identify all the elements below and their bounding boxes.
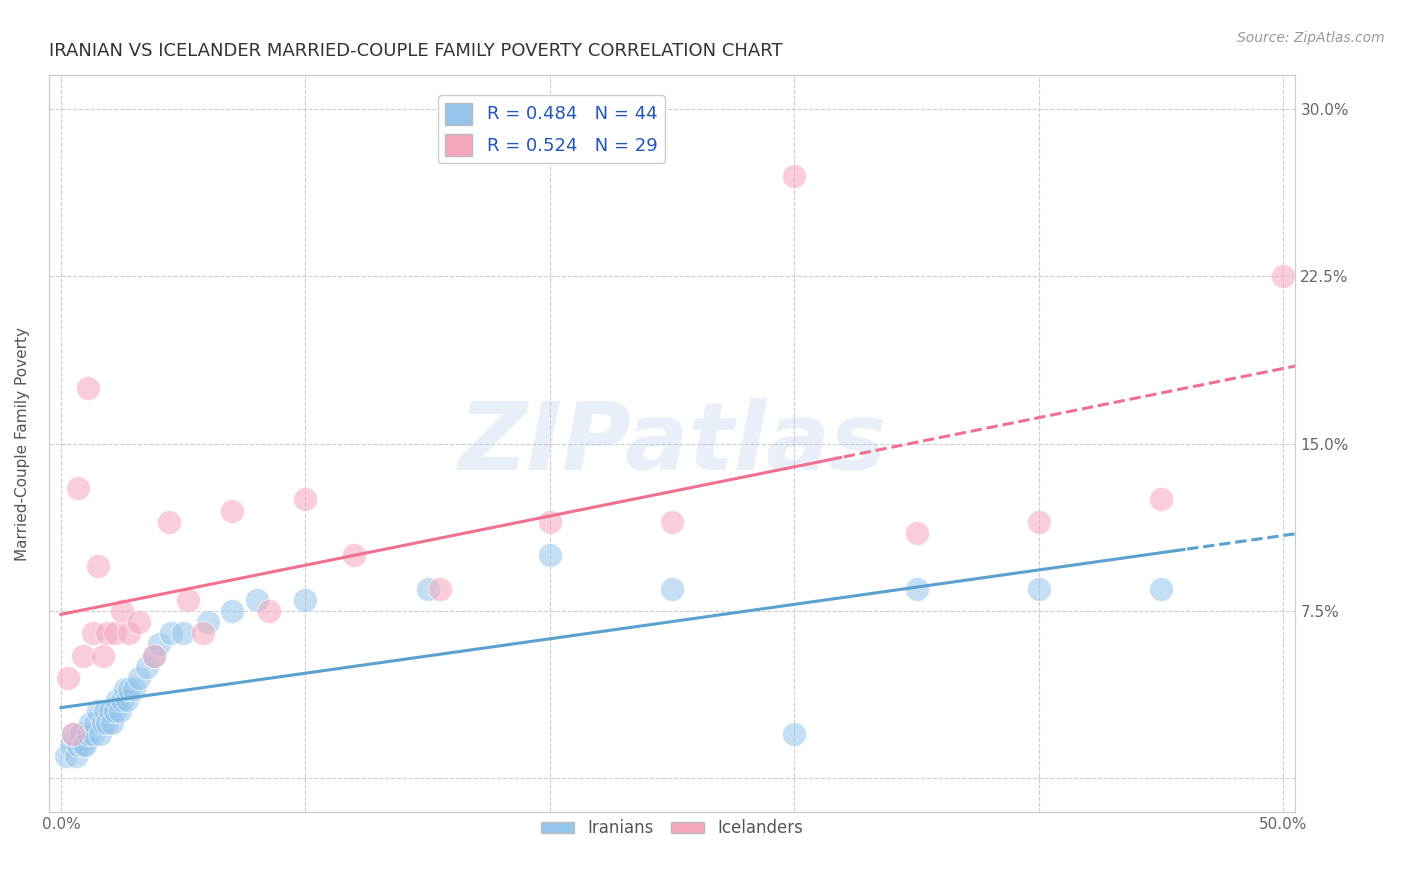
Text: IRANIAN VS ICELANDER MARRIED-COUPLE FAMILY POVERTY CORRELATION CHART: IRANIAN VS ICELANDER MARRIED-COUPLE FAMI… — [49, 42, 782, 60]
Point — [257, 604, 280, 618]
Point — [94, 705, 117, 719]
Point — [128, 671, 150, 685]
Text: ZIPatlas: ZIPatlas — [458, 398, 886, 490]
Point — [538, 515, 561, 529]
Point — [62, 727, 84, 741]
Point — [111, 604, 134, 618]
Point — [905, 582, 928, 596]
Point — [245, 592, 267, 607]
Point — [416, 582, 439, 596]
Point — [1028, 582, 1050, 596]
Point — [783, 169, 806, 183]
Point — [58, 671, 80, 685]
Point — [72, 648, 94, 663]
Point — [191, 626, 214, 640]
Point — [221, 604, 243, 618]
Point — [91, 715, 114, 730]
Point — [343, 548, 366, 562]
Point — [76, 381, 98, 395]
Point — [118, 682, 141, 697]
Point — [905, 525, 928, 540]
Point — [177, 592, 200, 607]
Point — [135, 660, 157, 674]
Point — [98, 705, 121, 719]
Point — [76, 727, 98, 741]
Point — [96, 626, 118, 640]
Point — [111, 693, 134, 707]
Point — [142, 648, 165, 663]
Point — [89, 727, 111, 741]
Point — [96, 715, 118, 730]
Point — [72, 738, 94, 752]
Point — [148, 637, 170, 651]
Point — [661, 515, 683, 529]
Point — [294, 592, 316, 607]
Point — [108, 705, 131, 719]
Point — [75, 738, 97, 752]
Point — [124, 682, 146, 697]
Point — [105, 693, 128, 707]
Point — [101, 715, 124, 730]
Point — [118, 626, 141, 640]
Point — [1150, 582, 1173, 596]
Point — [1150, 492, 1173, 507]
Point — [128, 615, 150, 629]
Point — [142, 648, 165, 663]
Point — [661, 582, 683, 596]
Point — [84, 715, 107, 730]
Point — [59, 738, 82, 752]
Text: Source: ZipAtlas.com: Source: ZipAtlas.com — [1237, 31, 1385, 45]
Point — [82, 626, 104, 640]
Y-axis label: Married-Couple Family Poverty: Married-Couple Family Poverty — [15, 326, 30, 560]
Point — [104, 626, 127, 640]
Point — [91, 648, 114, 663]
Point — [62, 727, 84, 741]
Point — [82, 727, 104, 741]
Point — [160, 626, 183, 640]
Point — [67, 738, 90, 752]
Point — [115, 693, 138, 707]
Point — [86, 559, 108, 574]
Point — [783, 727, 806, 741]
Point — [114, 682, 136, 697]
Point — [86, 705, 108, 719]
Point — [294, 492, 316, 507]
Point — [65, 749, 87, 764]
Point — [79, 715, 101, 730]
Point — [67, 481, 90, 495]
Point — [197, 615, 219, 629]
Point — [221, 503, 243, 517]
Point — [157, 515, 180, 529]
Point — [429, 582, 451, 596]
Point — [104, 705, 127, 719]
Point — [172, 626, 194, 640]
Point — [1028, 515, 1050, 529]
Point — [538, 548, 561, 562]
Point — [69, 727, 91, 741]
Point — [55, 749, 77, 764]
Legend: Iranians, Icelanders: Iranians, Icelanders — [534, 813, 810, 844]
Point — [1272, 269, 1295, 284]
